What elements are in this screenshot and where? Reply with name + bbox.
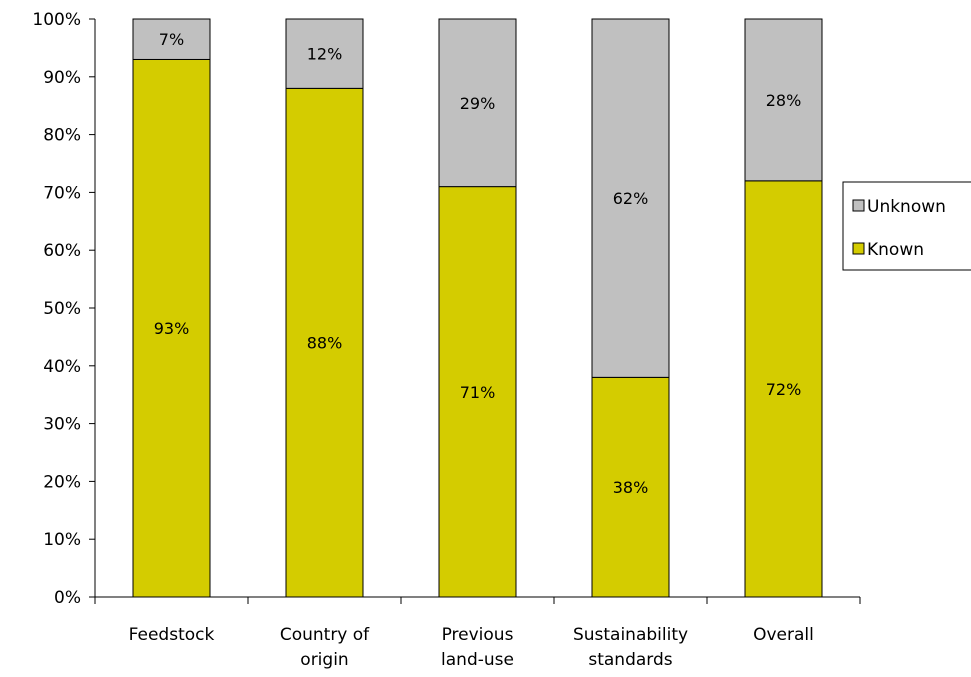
- data-label: 7%: [159, 30, 184, 49]
- bar-segment-known: [591, 376, 670, 598]
- x-category-label: Feedstock: [129, 625, 215, 645]
- y-tick-label: 60%: [43, 241, 81, 261]
- data-label: 88%: [307, 334, 343, 353]
- legend-swatch-unknown: [852, 199, 865, 212]
- x-category-label: land-use: [441, 650, 514, 670]
- bar-segment-known: [744, 180, 823, 598]
- x-category-label: Previous: [442, 625, 514, 645]
- x-category-label: standards: [588, 650, 672, 670]
- legend-box: [842, 181, 971, 271]
- x-category-label: Sustainability: [573, 625, 688, 645]
- data-label: 28%: [766, 91, 802, 110]
- bar-segment-known: [285, 87, 364, 598]
- data-label: 62%: [613, 189, 649, 208]
- bar-segment-unknown: [285, 18, 364, 89]
- x-category-label: Country of: [280, 625, 370, 645]
- legend-label-known: Known: [867, 240, 924, 260]
- data-label: 12%: [307, 45, 343, 64]
- bar-segment-unknown: [591, 18, 670, 378]
- x-category-label: origin: [300, 650, 348, 670]
- data-label: 93%: [154, 319, 190, 338]
- data-label: 71%: [460, 383, 496, 402]
- data-label: 29%: [460, 94, 496, 113]
- y-tick-label: 10%: [43, 530, 81, 550]
- y-tick-label: 90%: [43, 68, 81, 88]
- y-tick-label: 30%: [43, 415, 81, 435]
- bar-segment-unknown: [744, 18, 823, 182]
- bar-segment-unknown: [132, 18, 211, 60]
- legend-label-unknown: Unknown: [867, 197, 946, 217]
- data-label: 72%: [766, 380, 802, 399]
- legend-swatch-known: [852, 242, 865, 255]
- y-axis: 0% 10% 20% 30% 40% 50% 60% 70% 80% 90% 100%: [32, 10, 96, 608]
- y-tick-label: 100%: [32, 10, 81, 30]
- data-label: 38%: [613, 478, 649, 497]
- y-tick-label: 80%: [43, 126, 81, 146]
- x-category-label: Overall: [753, 625, 814, 645]
- y-tick-label: 20%: [43, 472, 81, 492]
- bar-segment-unknown: [438, 18, 517, 188]
- bar-segment-known: [438, 186, 517, 598]
- x-axis: Feedstock Country of origin Previous land-us…: [94, 596, 861, 670]
- y-tick-label: 40%: [43, 357, 81, 377]
- legend: Unknown Known: [842, 181, 971, 271]
- bars: 93% 7% 88% 12% 71% 29% 38% 62% 72% 28%: [132, 18, 823, 598]
- y-tick-label: 70%: [43, 183, 81, 203]
- y-tick-label: 50%: [43, 299, 81, 319]
- y-tick-label: 0%: [54, 588, 81, 608]
